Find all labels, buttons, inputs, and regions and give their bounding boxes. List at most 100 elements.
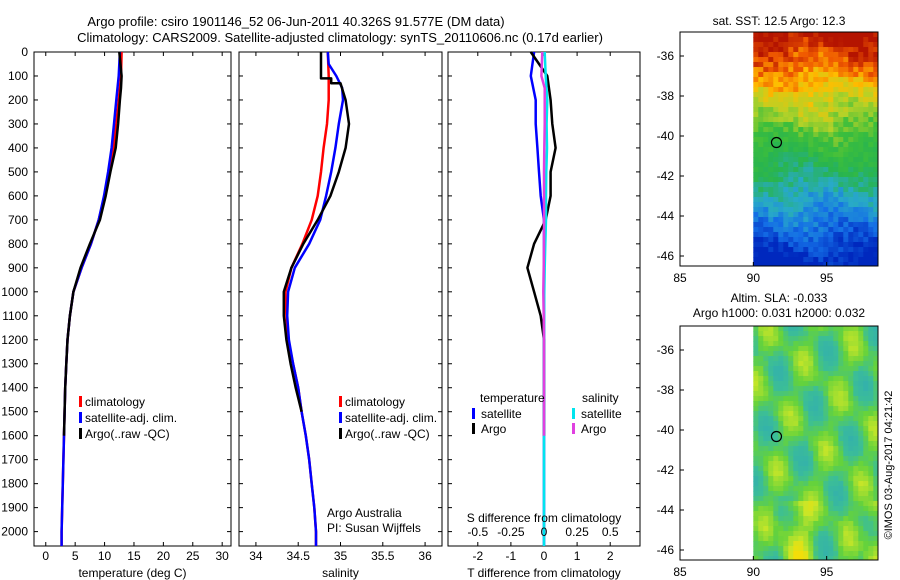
sst_map-cell [778, 107, 784, 113]
sla_map-cell [858, 406, 864, 412]
sla_map-cell [848, 511, 854, 517]
sst_map-cell [873, 207, 878, 213]
sst_map-cell [758, 62, 764, 68]
sst_map-cell [833, 142, 839, 148]
depth-tick-label: 1500 [1, 405, 28, 419]
sla_map-cell [813, 466, 819, 472]
sla_map-cell [753, 386, 759, 392]
sst_map-cell [863, 67, 869, 73]
sst_map-cell [793, 87, 799, 93]
sla_map-field [753, 326, 878, 560]
sst_map-cell [848, 177, 854, 183]
sst_map-cell [793, 52, 799, 58]
sst_map-cell [848, 107, 854, 113]
sla_map-cell [763, 521, 769, 527]
sla_map-cell [773, 486, 779, 492]
sla_map-cell [793, 406, 799, 412]
sla_map-cell [793, 341, 799, 347]
sst_map-cell [808, 247, 814, 253]
sla_map-cell [788, 396, 794, 402]
sla_map-cell [783, 336, 789, 342]
sla_map-cell [868, 411, 874, 417]
sst_map-cell [858, 52, 864, 58]
sla_map-cell [833, 371, 839, 377]
sst_map-cell [798, 262, 804, 266]
sla_map-cell [758, 546, 764, 552]
sst_map-cell [778, 57, 784, 63]
sst_map-cell [758, 57, 764, 63]
sst_map-cell [808, 227, 814, 233]
sst_map-cell [758, 162, 764, 168]
sst_map-cell [848, 212, 854, 218]
sla_map-cell [833, 476, 839, 482]
sst_map-cell [798, 172, 804, 178]
sst_map-cell [803, 162, 809, 168]
sla_map-cell [823, 356, 829, 362]
sst_map-cell [768, 52, 774, 58]
sst_map-cell [773, 107, 779, 113]
sst_map-cell [828, 252, 834, 258]
sla_map-cell [848, 496, 854, 502]
sla_map-cell [873, 411, 878, 417]
sla_map-cell [818, 346, 824, 352]
sst_map-cell [783, 127, 789, 133]
salinity-xtick-label: 34 [249, 549, 263, 563]
sst_map-cell [818, 257, 824, 263]
sst_map-cell [758, 87, 764, 93]
sst_map-cell [818, 227, 824, 233]
sla_map-cell [798, 511, 804, 517]
sst_map-cell [813, 57, 819, 63]
sst_map-cell [768, 37, 774, 43]
sla_map-cell [753, 506, 759, 512]
sla_map-cell [808, 361, 814, 367]
sla_map-cell [803, 436, 809, 442]
diff-legend-swatch [572, 423, 575, 434]
sla_map-cell [783, 481, 789, 487]
sst_map-cell [823, 62, 829, 68]
sst_map-cell [798, 162, 804, 168]
sst_map-cell [783, 207, 789, 213]
sla_map-xtick-label: 90 [747, 565, 761, 579]
sst_map-cell [763, 87, 769, 93]
sla_map-cell [788, 361, 794, 367]
sst_map-cell [783, 152, 789, 158]
sst_map-cell [808, 187, 814, 193]
sla_map-cell [818, 351, 824, 357]
sla_map-cell [773, 366, 779, 372]
sla_map-cell [853, 511, 859, 517]
sst_map-cell [843, 177, 849, 183]
sla_map-cell [858, 551, 864, 557]
sst_map-cell [778, 112, 784, 118]
sla_map-cell [788, 526, 794, 532]
sla_map-cell [773, 386, 779, 392]
sla_map-cell [838, 466, 844, 472]
sla_map-cell [788, 426, 794, 432]
sst_map-cell [873, 187, 878, 193]
sst_map-cell [778, 67, 784, 73]
sla_map-cell [838, 486, 844, 492]
sla_map-cell [768, 366, 774, 372]
sla_map-cell [828, 536, 834, 542]
sla_map-cell [853, 486, 859, 492]
salinity-legend-swatch [339, 428, 342, 439]
sla_map-cell [813, 356, 819, 362]
sla_map-cell [773, 326, 779, 332]
sla_map-cell [868, 521, 874, 527]
sla_map-cell [803, 356, 809, 362]
depth-tick-label: 1000 [1, 285, 28, 299]
sla_map-cell [818, 511, 824, 517]
sla_map-cell [763, 546, 769, 552]
sst_map-cell [753, 157, 759, 163]
sst_map-cell [848, 207, 854, 213]
sla_map-cell [823, 441, 829, 447]
sst_map-cell [858, 242, 864, 248]
sst_map-cell [818, 42, 824, 48]
sst_map-cell [848, 72, 854, 78]
sla_map-cell [828, 361, 834, 367]
sst_map-cell [823, 212, 829, 218]
sst_map-cell [753, 142, 759, 148]
sst_map-cell [798, 177, 804, 183]
sst_map-cell [798, 42, 804, 48]
sla_map-cell [858, 511, 864, 517]
sla_map-cell [753, 456, 759, 462]
